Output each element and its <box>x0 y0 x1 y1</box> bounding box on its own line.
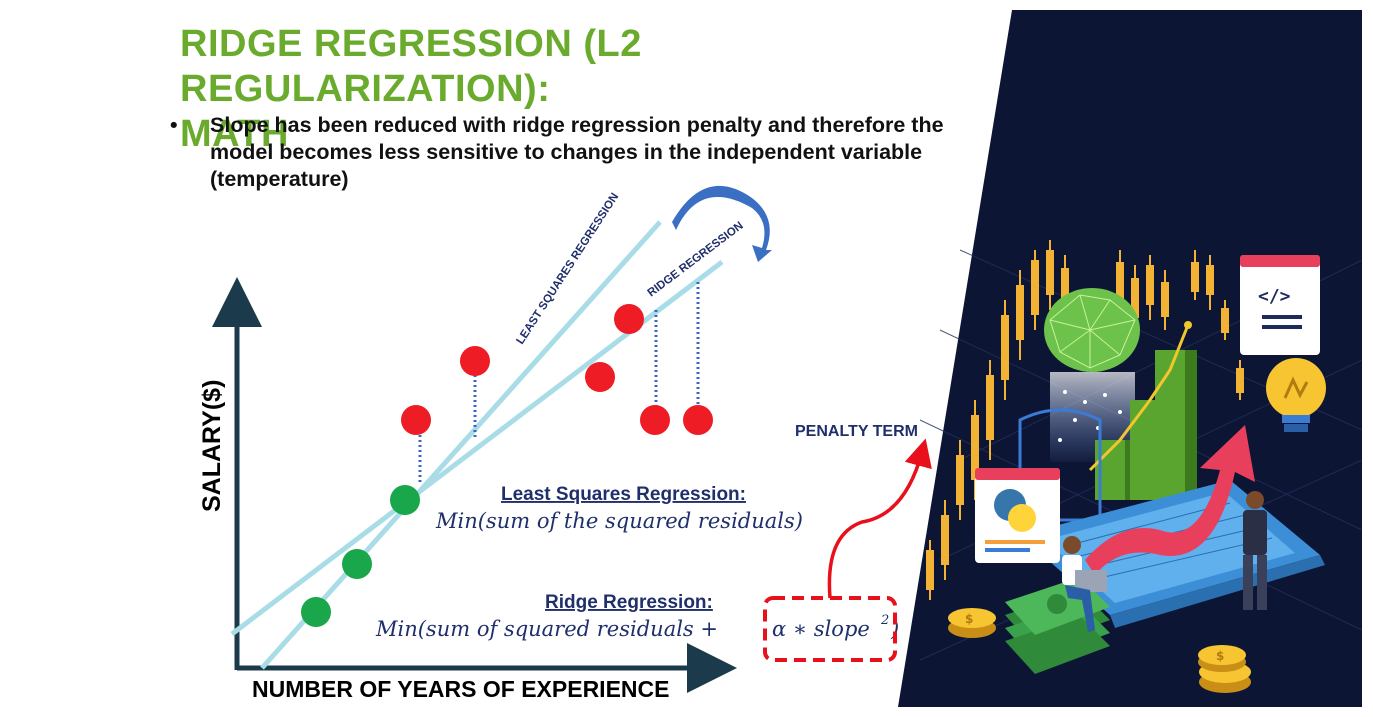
svg-text:$: $ <box>965 612 973 626</box>
bullet-marker: • <box>170 113 178 137</box>
person-standing <box>1243 491 1267 610</box>
python-window-icon <box>975 468 1060 563</box>
x-axis-label: NUMBER OF YEARS OF EXPERIENCE <box>252 676 669 702</box>
residual-lines <box>418 282 700 482</box>
coin-icon-left: $ <box>948 608 996 638</box>
red-data-point <box>585 362 615 392</box>
red-data-points <box>401 304 713 435</box>
green-data-point <box>301 597 331 627</box>
green-data-point <box>342 549 372 579</box>
svg-text:$: $ <box>1216 649 1224 663</box>
penalty-term-label: PENALTY TERM <box>795 423 918 440</box>
title-line-2: MATH <box>180 113 289 155</box>
bullet-point: • Slope has been reduced with ridge regr… <box>170 112 960 193</box>
ridge-heading: Ridge Regression: <box>545 592 713 613</box>
growth-bars <box>1088 321 1197 500</box>
lightbulb-icon <box>1266 358 1326 432</box>
person-sitting <box>1062 536 1107 632</box>
ai-brain-icon <box>1044 288 1140 462</box>
chart-axes <box>212 277 737 693</box>
ridge-penalty-term: α ∗ slope <box>772 617 870 641</box>
least-squares-heading: Least Squares Regression: <box>501 484 746 505</box>
code-window-icon: </> <box>1240 255 1320 355</box>
ridge-formula-close: ) <box>890 617 899 641</box>
bullet-text: Slope has been reduced with ridge regres… <box>210 113 944 191</box>
slope-reduction-arrow-icon <box>672 185 772 262</box>
red-data-point <box>640 405 670 435</box>
svg-text:</>: </> <box>1258 286 1291 307</box>
least-squares-formula: Min(sum of the squared residuals) <box>435 509 803 533</box>
title-line-1: RIDGE REGRESSION (L2 REGULARIZATION): <box>180 23 642 110</box>
green-data-points <box>301 485 420 627</box>
least-squares-line <box>260 220 662 670</box>
ridge-regression-line <box>230 260 724 636</box>
growth-arrow <box>1085 425 1255 575</box>
tech-illustration: </> $ <box>898 10 1363 707</box>
ridge-penalty-exponent: 2 <box>880 613 889 628</box>
coin-icon-right: $ <box>1198 645 1251 693</box>
ridge-formula-main: Min(sum of squared residuals + <box>375 617 718 641</box>
red-data-point <box>460 346 490 376</box>
slide-title: RIDGE REGRESSION (L2 REGULARIZATION): MA… <box>180 22 1020 157</box>
ridge-line-label: RIDGE REGRESSION <box>646 220 746 300</box>
red-data-point <box>614 304 644 334</box>
green-data-point <box>390 485 420 515</box>
red-data-point <box>683 405 713 435</box>
red-data-point <box>401 405 431 435</box>
y-axis-label: SALARY($) <box>198 380 226 512</box>
money-stack-icon <box>1005 577 1110 674</box>
penalty-pointer-arrow <box>827 438 932 599</box>
